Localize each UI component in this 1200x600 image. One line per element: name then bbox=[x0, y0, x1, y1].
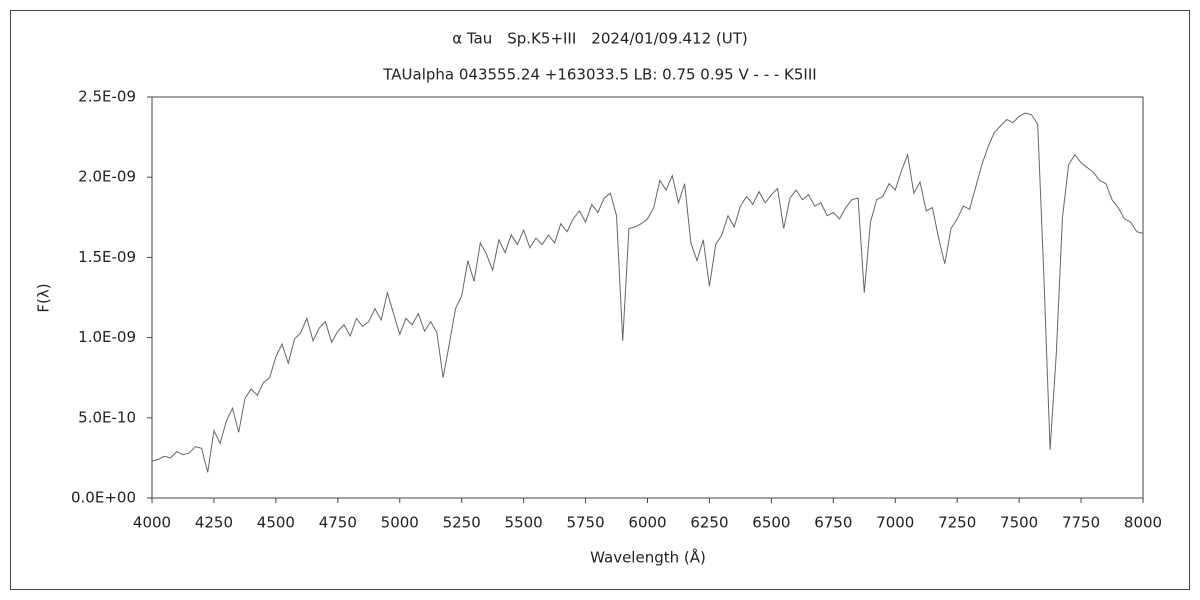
x-tick-label: 8000 bbox=[1124, 514, 1162, 532]
x-tick-label: 5000 bbox=[381, 514, 419, 532]
x-tick-label: 4250 bbox=[195, 514, 233, 532]
y-tick-label: 5.0E-10 bbox=[78, 408, 136, 426]
x-tick-label: 4500 bbox=[257, 514, 295, 532]
y-tick-label: 2.5E-09 bbox=[78, 88, 136, 106]
x-tick-label: 5750 bbox=[566, 514, 604, 532]
chart-title: α Tau Sp.K5+III 2024/01/09.412 (UT) bbox=[452, 30, 748, 48]
x-tick-label: 5500 bbox=[505, 514, 543, 532]
y-tick-label: 1.5E-09 bbox=[78, 248, 136, 266]
y-tick-label: 2.0E-09 bbox=[78, 168, 136, 186]
x-tick-label: 6500 bbox=[752, 514, 790, 532]
x-tick-label: 4000 bbox=[133, 514, 171, 532]
y-tick-label: 1.0E-09 bbox=[78, 328, 136, 346]
x-tick-label: 7500 bbox=[1000, 514, 1038, 532]
x-tick-label: 7750 bbox=[1062, 514, 1100, 532]
x-tick-label: 5250 bbox=[443, 514, 481, 532]
chart-subtitle: TAUalpha 043555.24 +163033.5 LB: 0.75 0.… bbox=[382, 66, 816, 84]
y-axis-label: F(λ) bbox=[35, 283, 53, 312]
x-tick-label: 7000 bbox=[876, 514, 914, 532]
x-axis-label: Wavelength (Å) bbox=[590, 548, 706, 567]
x-tick-label: 6250 bbox=[690, 514, 728, 532]
x-tick-label: 6750 bbox=[814, 514, 852, 532]
x-tick-label: 7250 bbox=[938, 514, 976, 532]
x-tick-label: 4750 bbox=[319, 514, 357, 532]
y-tick-label: 0.0E+00 bbox=[71, 489, 136, 507]
spectrum-line bbox=[151, 112, 1144, 473]
frame bbox=[10, 10, 1190, 590]
x-tick-label: 6000 bbox=[628, 514, 666, 532]
